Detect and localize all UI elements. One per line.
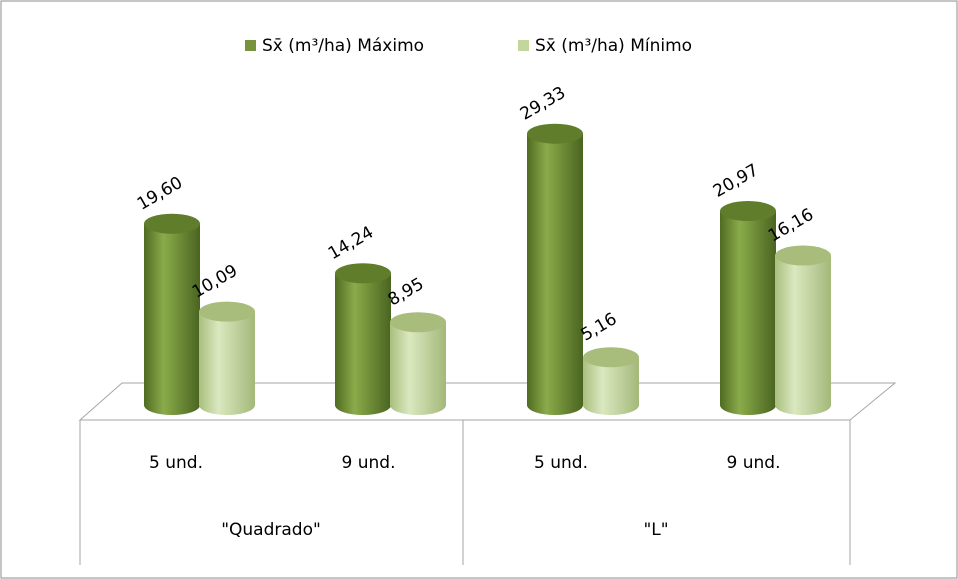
- cylinder: [720, 211, 776, 415]
- legend-label: Sx̄ (m³/ha) Mínimo: [535, 36, 692, 56]
- x-tick-label: 5 und.: [149, 453, 203, 473]
- cylinder-top: [775, 245, 831, 266]
- x-tick-label: 9 und.: [727, 453, 781, 473]
- cylinder: [335, 273, 391, 415]
- group-label: "Quadrado": [221, 520, 321, 540]
- axis-table: [79, 419, 851, 565]
- cylinder-top: [335, 263, 391, 284]
- cylinder-top: [583, 347, 639, 368]
- legend-swatch: [518, 40, 529, 51]
- group-label: "L": [643, 520, 668, 540]
- cylinder: [527, 133, 583, 415]
- cylinder-top: [390, 312, 446, 333]
- cylinder: [144, 223, 200, 415]
- legend-swatch: [245, 40, 256, 51]
- cylinder: [775, 255, 831, 415]
- cylinder-top: [199, 301, 255, 322]
- x-tick-label: 5 und.: [534, 453, 588, 473]
- cylinder-top: [144, 213, 200, 234]
- cylinder: [390, 322, 446, 415]
- cylinder: [583, 357, 639, 415]
- x-tick-label: 9 und.: [342, 453, 396, 473]
- cylinder-top: [527, 123, 583, 144]
- cylinder: [199, 311, 255, 415]
- legend-label: Sx̄ (m³/ha) Máximo: [262, 36, 424, 56]
- cylinder-top: [720, 201, 776, 222]
